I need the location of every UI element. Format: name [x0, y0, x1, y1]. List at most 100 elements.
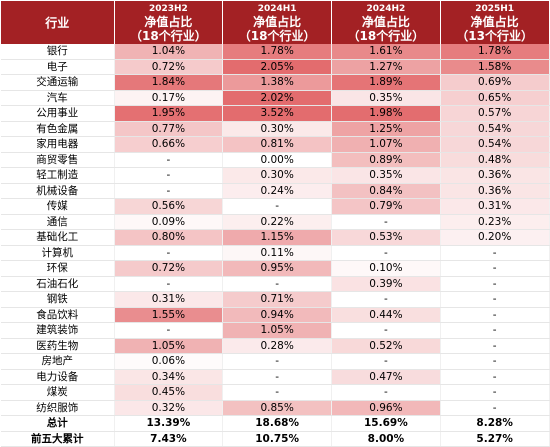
value-cell: - — [440, 276, 550, 292]
table-row: 房地产 0.06% - - - — [1, 353, 550, 370]
value-cell: - — [222, 198, 332, 215]
metric-label: 净值占比 — [253, 15, 302, 29]
value-cell: 1.27% — [331, 59, 441, 75]
value-cell: - — [440, 260, 550, 277]
industry-name: 石油石化 — [1, 276, 115, 292]
header-row: 行业 2023H2 净值占比 （18个行业） 2024H1 净值占比 （18个行… — [1, 1, 550, 44]
industry-name: 电力设备 — [1, 369, 115, 385]
industry-name: 房地产 — [1, 353, 115, 370]
industry-name: 建筑装饰 — [1, 322, 115, 339]
table-row: 传媒 0.56% -0.79% 0.31% — [1, 198, 550, 215]
value-cell: 0.47% — [331, 369, 441, 385]
value-cell: 0.72% — [114, 260, 224, 277]
period-label: 2024H2 — [366, 4, 406, 14]
table-row: 石油石化 - -0.39% - — [1, 276, 550, 292]
industry-header: 行业 — [1, 1, 115, 44]
table-row: 医药生物 1.05% 0.28% 0.52% - — [1, 338, 550, 354]
industry-name: 钢铁 — [1, 291, 115, 308]
column-header-2023h2: 2023H2 净值占比 （18个行业） — [114, 1, 224, 44]
value-cell: 0.30% — [222, 167, 332, 184]
value-cell: 0.94% — [222, 307, 332, 323]
value-cell: 0.20% — [440, 229, 550, 246]
value-cell: - — [440, 291, 550, 308]
value-cell: - — [440, 369, 550, 385]
value-cell: - — [331, 291, 441, 308]
value-cell: - — [331, 322, 441, 339]
value-cell: 0.71% — [222, 291, 332, 308]
value-cell: - — [440, 338, 550, 354]
value-cell: 1.89% — [331, 74, 441, 91]
column-header-2025h1: 2025H1 净值占比 （13个行业） — [440, 1, 550, 44]
value-cell: 0.44% — [331, 307, 441, 323]
value-cell: 1.05% — [222, 322, 332, 339]
value-cell: - — [331, 214, 441, 230]
table-row: 机械设备 -0.24% 0.84% 0.36% — [1, 183, 550, 199]
period-label: 2024H1 — [257, 4, 297, 14]
period-label: 2025H1 — [475, 4, 515, 14]
value-cell: - — [114, 245, 224, 261]
metric-label: 净值占比 — [361, 15, 410, 29]
industry-name: 有色金属 — [1, 121, 115, 137]
table-body: 银行 1.04% 1.78% 1.61% 1.78% 电子 0.72% 2.05% 1.27% 1… — [1, 44, 550, 447]
value-cell: 1.84% — [114, 74, 224, 91]
value-cell: 0.36% — [440, 183, 550, 199]
value-cell: 0.06% — [114, 353, 224, 370]
metric-label: 净值占比 — [144, 15, 193, 29]
value-cell: 0.35% — [331, 167, 441, 184]
summary-label: 前五大累计 — [1, 431, 115, 447]
value-cell: 0.84% — [331, 183, 441, 199]
value-cell: 1.38% — [222, 74, 332, 91]
value-cell: - — [222, 369, 332, 385]
value-cell: 0.80% — [114, 229, 224, 246]
table-row: 钢铁 0.31% 0.71% - - — [1, 291, 550, 308]
industry-name: 轻工制造 — [1, 167, 115, 184]
table-row: 基础化工 0.80% 1.15% 0.53% 0.20% — [1, 229, 550, 246]
industry-name: 交通运输 — [1, 74, 115, 91]
value-cell: 0.52% — [331, 338, 441, 354]
summary-label: 总计 — [1, 415, 115, 432]
column-header-2024h2: 2024H2 净值占比 （18个行业） — [331, 1, 441, 44]
value-cell: 3.52% — [222, 105, 332, 122]
industry-name: 汽车 — [1, 90, 115, 106]
value-cell: 0.81% — [222, 136, 332, 153]
value-cell: 0.30% — [222, 121, 332, 137]
value-cell: - — [440, 384, 550, 401]
column-header-2024h1: 2024H1 净值占比 （18个行业） — [222, 1, 332, 44]
industry-name: 纺织服饰 — [1, 400, 115, 416]
value-cell: - — [331, 384, 441, 401]
value-cell: 0.34% — [114, 369, 224, 385]
industry-name: 医药生物 — [1, 338, 115, 354]
value-cell: 1.78% — [440, 44, 550, 60]
value-cell: - — [440, 307, 550, 323]
summary-value: 7.43% — [114, 431, 224, 447]
value-cell: - — [222, 384, 332, 401]
value-cell: 0.48% — [440, 152, 550, 168]
value-cell: 1.95% — [114, 105, 224, 122]
value-cell: - — [114, 167, 224, 184]
summary-value: 8.00% — [331, 431, 441, 447]
value-cell: 0.22% — [222, 214, 332, 230]
table-row: 有色金属 0.77% 0.30% 1.25% 0.54% — [1, 121, 550, 137]
value-cell: 1.04% — [114, 44, 224, 60]
summary-value: 13.39% — [114, 415, 224, 432]
value-cell: 0.77% — [114, 121, 224, 137]
value-cell: - — [331, 245, 441, 261]
value-cell: - — [440, 400, 550, 416]
table-row: 公用事业 1.95% 3.52% 1.98% 0.57% — [1, 105, 550, 122]
summary-value: 5.27% — [440, 431, 550, 447]
value-cell: 0.65% — [440, 90, 550, 106]
industry-name: 公用事业 — [1, 105, 115, 122]
table-row: 电力设备 0.34% -0.47% - — [1, 369, 550, 385]
value-cell: 2.02% — [222, 90, 332, 106]
value-cell: 0.28% — [222, 338, 332, 354]
value-cell: 0.36% — [440, 167, 550, 184]
value-cell: 0.57% — [440, 105, 550, 122]
value-cell: 0.31% — [114, 291, 224, 308]
value-cell: 0.32% — [114, 400, 224, 416]
value-cell: - — [114, 152, 224, 168]
value-cell: - — [440, 322, 550, 339]
value-cell: 0.79% — [331, 198, 441, 215]
total-row: 总计 13.39% 18.68% 15.69% 8.28% — [1, 415, 550, 432]
industry-name: 银行 — [1, 44, 115, 60]
value-cell: - — [222, 353, 332, 370]
